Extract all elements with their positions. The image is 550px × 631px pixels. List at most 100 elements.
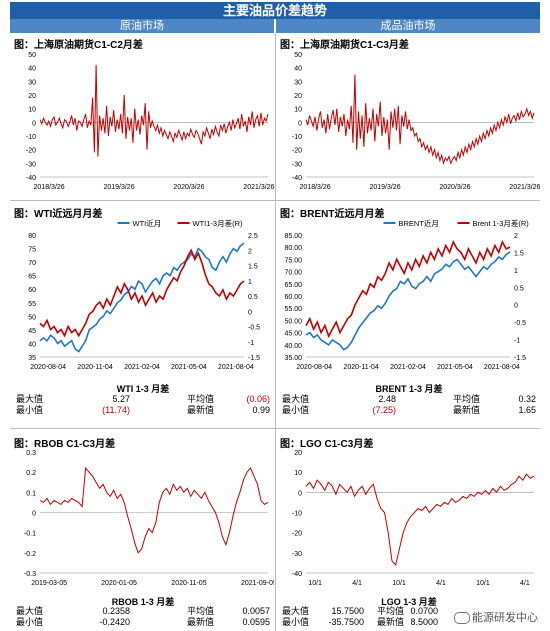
y-tick-label: -10 xyxy=(26,134,36,141)
series-line xyxy=(305,240,511,339)
legend-label: WTI近月 xyxy=(133,218,162,228)
y-tick-label: 0.2 xyxy=(26,470,36,477)
y-tick-label: -20 xyxy=(292,148,302,155)
stat-label: 最小值 xyxy=(16,405,44,415)
brent-spread-chart: 85.00 80.00 75.00 70.00 65.00 60.00 55.00 50.00… xyxy=(284,218,530,371)
x-tick-label: 2019/3/26 xyxy=(103,184,134,191)
x-tick-label: 2021-05-04 xyxy=(437,364,473,371)
y-tick-label: 80.00 xyxy=(284,245,302,252)
y-tick-label: -0.1 xyxy=(24,531,36,538)
y-right-tick-label: -0.5 xyxy=(514,320,526,327)
x-tick-label: 2018/3/26 xyxy=(34,184,65,191)
y-tick-label: 40 xyxy=(294,66,302,73)
y-tick-label: 0 xyxy=(32,511,36,518)
y-tick-label: 45 xyxy=(28,328,36,335)
y-right-tick-label: 2.5 xyxy=(248,233,258,240)
y-tick-label: 0 xyxy=(298,120,302,127)
x-tick-label: 2021/3/26 xyxy=(243,184,274,191)
y-tick-label: 40 xyxy=(28,341,36,348)
x-tick-label: 2021-02-04 xyxy=(390,364,426,371)
y-tick-label: 50.00 xyxy=(284,318,302,325)
y-tick-label: 50 xyxy=(28,314,36,321)
y-tick-label: -0.3 xyxy=(24,571,36,578)
chart-title-brent-spread: 图：BRENT近远月月差 xyxy=(280,209,385,220)
stat-label: 最大值 xyxy=(16,394,44,404)
y-tick-label: 40 xyxy=(28,66,36,73)
brent-stats-table: 最大值 2.48 平均值 0.32 最小值 (7.25) 最新值 1.65 xyxy=(280,394,538,416)
series-line xyxy=(305,74,535,166)
chart-title-sc-c1c2: 图：上海原油期货C1-C2月差 xyxy=(14,40,143,51)
y-tick-label: 10 xyxy=(294,107,302,114)
y-tick-label: -20 xyxy=(292,531,302,538)
x-tick-label: 2020-11-05 xyxy=(171,580,206,587)
y-tick-label: 80 xyxy=(28,233,36,240)
y-tick-label: 10 xyxy=(28,107,36,114)
y-right-tick-label: -1 xyxy=(514,338,520,345)
stat-label: 最小值 xyxy=(282,405,310,415)
stat-latest: 8.5000 xyxy=(410,617,438,627)
y-tick-label: 0.1 xyxy=(26,490,36,497)
chart-title-rbob-c1c3: 图：RBOB C1-C3月差 xyxy=(14,439,116,450)
x-tick-label: 2020-08-04 xyxy=(30,364,66,371)
y-tick-label: 30 xyxy=(294,79,302,86)
chart-title-lgo-c1c3: 图：LGO C1-C3月差 xyxy=(280,439,374,450)
y-tick-label: -30 xyxy=(292,161,302,168)
stat-latest: 1.65 xyxy=(518,405,536,415)
x-tick-label: 2019-03-05 xyxy=(31,580,67,587)
stat-label: 最大值 xyxy=(282,394,310,404)
legend-label: BRENT近月 xyxy=(399,218,439,228)
y-right-tick-label: 1 xyxy=(514,268,518,275)
x-tick-label: 2021-05-04 xyxy=(171,364,207,371)
y-right-tick-label: -1.5 xyxy=(514,355,526,362)
stat-label: 平均值 xyxy=(376,606,404,616)
y-right-tick-label: -0.5 xyxy=(248,325,260,332)
y-right-tick-label: 1.5 xyxy=(248,264,258,271)
y-right-tick-label: 0 xyxy=(514,303,518,310)
x-tick-label: 2020-11-04 xyxy=(77,364,112,371)
stat-avg: 0.32 xyxy=(518,394,536,404)
y-tick-label: -0.2 xyxy=(24,551,36,558)
y-tick-label: 0.3 xyxy=(26,450,36,457)
y-tick-label: 0 xyxy=(32,120,36,127)
y-tick-label: -30 xyxy=(26,161,36,168)
y-tick-label: 45.00 xyxy=(284,331,302,338)
x-tick-label: 10/1 xyxy=(476,580,490,587)
stat-avg: 0.0057 xyxy=(242,606,270,616)
stat-label: 最大值 xyxy=(16,606,44,616)
y-right-tick-label: 0.5 xyxy=(248,294,258,301)
y-right-tick-label: -1 xyxy=(248,340,254,347)
y-tick-label: 65 xyxy=(28,274,36,281)
rbob-c1c3-chart: 0.3 0.2 0.1 0 -0.1 -0.2 -0.3 2019-03-05 2020-01-… xyxy=(24,450,274,587)
chart-title-sc-c1c3: 图：上海原油期货C1-C3月差 xyxy=(280,40,409,51)
x-tick-label: 10/1 xyxy=(308,580,322,587)
lgo-stats-title: LGO 1-3 月差 xyxy=(381,597,437,607)
stat-min: (11.74) xyxy=(102,405,130,415)
stat-label: 最大值 xyxy=(282,606,310,616)
x-tick-label: 4/1 xyxy=(520,580,530,587)
wti-stats-table: 最大值 5.27 平均值 (0.06) 最小值 (11.74) 最新值 0.99 xyxy=(14,394,272,416)
stat-label: 最新值 xyxy=(186,405,214,415)
sc-c1c2-chart: 50 40 30 20 10 0 -10 -20 -30 -40 2018/3/26 2019/3/2… xyxy=(26,52,274,191)
legend-label: WTI1-3月差(R) xyxy=(193,218,243,228)
stat-avg: (0.06) xyxy=(246,394,270,404)
series-line xyxy=(305,251,511,351)
wechat-icon xyxy=(454,612,470,625)
rbob-stats-table: 最大值 0.2358 平均值 0.0057 最小值 -0.2420 最新值 0.0595 xyxy=(14,606,272,628)
lgo-stats-table: 最大值 15.7500 平均值 0.0700 最小值 -35.7500 最新值 8.5000 xyxy=(280,606,440,628)
x-tick-label: 2018/3/26 xyxy=(300,184,331,191)
watermark: 能源研发中心 xyxy=(454,609,538,625)
x-tick-label: 2020/3/26 xyxy=(439,184,470,191)
x-tick-label: 2020/3/26 xyxy=(173,184,204,191)
legend-label: Brent 1-3月差(R) xyxy=(473,218,530,228)
y-right-tick-label: 1.5 xyxy=(514,250,524,257)
sc-c1c3-chart: 50 40 30 20 10 0 -10 -20 -30 -40 2018/3/26 2019/3/2… xyxy=(292,52,540,191)
y-right-tick-label: 2 xyxy=(248,248,252,255)
y-right-tick-label: -1.5 xyxy=(248,355,260,362)
stat-latest: 0.0595 xyxy=(242,617,270,627)
y-tick-label: 20 xyxy=(28,93,36,100)
stat-label: 最新值 xyxy=(376,617,404,627)
page-banner-title: 主要油品价差趋势 xyxy=(10,2,540,19)
y-tick-label: 60 xyxy=(28,287,36,294)
stat-max: 5.27 xyxy=(112,394,130,404)
y-right-tick-label: 0 xyxy=(248,309,252,316)
